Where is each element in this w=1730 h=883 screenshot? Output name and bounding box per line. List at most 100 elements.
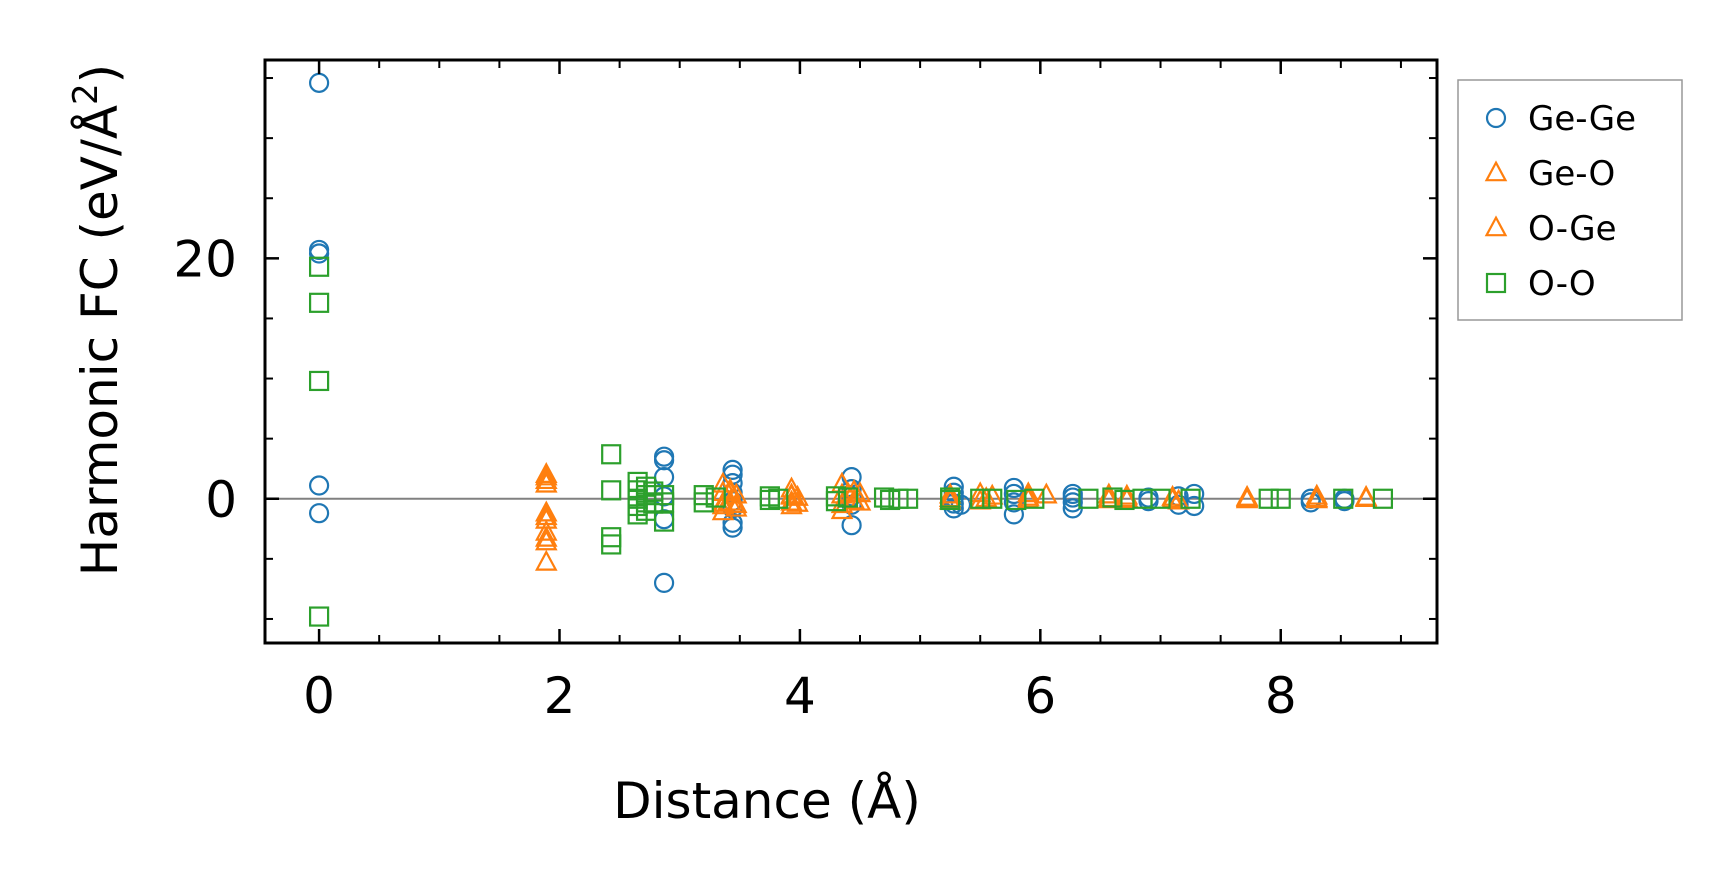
ge-ge-point [308,72,330,93]
o-o-point [653,492,675,513]
o-o-point [1180,488,1201,509]
ge-o-point [1161,484,1184,506]
ge-o-point [534,462,558,484]
ge-ge-point [308,475,330,496]
ge-ge-point [308,503,330,524]
tick-labels: 0 2 4 6 8 0 20 [173,230,1296,725]
ge-o-point [1035,482,1058,504]
o-o-point [982,488,1003,509]
o-o-point [601,527,622,548]
legend-item-ge-ge: Ge-Ge [1485,99,1636,139]
o-o-point [970,488,991,509]
o-ge-point [1161,487,1184,509]
x-tick-label: 2 [544,667,576,725]
x-tick-label: 4 [784,667,816,725]
ge-ge-point [722,459,743,481]
ge-ge-point [653,486,675,507]
o-o-point [1372,488,1394,509]
o-o-point [693,492,714,513]
o-o-point [308,256,330,277]
ge-o-point [1305,483,1329,505]
ge-ge-point [1003,477,1024,499]
legend-marker-o-ge [1484,215,1508,237]
ge-o-point [534,471,558,493]
legend-marker-ge-o [1484,160,1508,182]
legend-label-ge-o: Ge-O [1528,154,1615,194]
y-tick-label: 0 [205,471,237,529]
o-o-point [825,491,847,512]
data-points-layer [308,72,1394,627]
ge-o-point [534,468,558,490]
ge-ge-point [1003,492,1024,513]
ge-o-point [711,493,735,515]
legend: Ge-Ge Ge-O O-Ge O-O [1457,79,1683,321]
o-o-point [308,292,330,313]
o-ge-point [1017,484,1040,506]
o-ge-point [724,492,748,514]
ge-ge-point [950,494,972,515]
o-ge-point [534,525,558,547]
o-o-point [601,534,622,555]
o-o-point [308,606,330,627]
o-o-point [1024,488,1045,509]
o-o-point [643,481,664,502]
ge-o-point [534,519,558,541]
x-tick-label: 0 [303,667,335,725]
legend-label-o-ge: O-Ge [1528,209,1617,249]
legend-box [1457,79,1683,321]
series-o-o [308,256,1394,627]
o-o-point [1258,488,1279,509]
ge-ge-point [1184,495,1205,517]
o-o-point [1078,488,1099,509]
ge-o-point [1017,481,1040,503]
plot-frame [263,58,1439,645]
legend-marker-ge-ge [1485,107,1507,129]
o-o-point [1102,487,1123,508]
ge-o-point [1167,488,1190,510]
legend-marker-o-o [1485,272,1507,294]
ge-ge-point [653,450,675,471]
o-o-point [1270,488,1291,509]
o-ge-point [534,464,558,486]
ge-ge-point [1062,492,1083,513]
o-ge-point [534,549,558,571]
ge-o-point [724,482,748,504]
legend-item-o-o: O-O [1485,264,1596,304]
ge-ge-point [1300,492,1321,513]
o-o-point [601,444,622,465]
legend-item-o-ge: O-Ge [1484,209,1617,249]
o-ge-point [1235,486,1259,508]
ge-ge-point [1184,483,1205,505]
o-o-point [308,370,330,392]
x-axis-label: Distance (Å) [613,772,921,830]
x-tick-label: 8 [1265,667,1297,725]
o-o-point [1333,488,1354,509]
ge-ge-point [308,243,330,264]
o-o-point [897,488,919,509]
o-ge-point [842,478,866,500]
x-tick-label: 6 [1024,667,1056,725]
o-ge-point [974,486,998,508]
ge-ge-point [653,572,675,593]
o-o-point [940,489,961,511]
y-axis-label: Harmonic FC (eV/Å2) [66,64,129,576]
ge-ge-point [1062,487,1083,508]
axis-ticks [265,60,1437,643]
o-ge-point [1305,486,1329,508]
ge-ge-point [1003,504,1024,525]
y-tick-label: 20 [173,230,237,288]
o-ge-point [1354,486,1378,508]
ge-o-point [534,529,558,551]
o-o-point [601,480,622,501]
legend-label-ge-ge: Ge-Ge [1528,99,1636,139]
o-o-point [837,487,859,508]
o-o-point [1150,488,1171,509]
o-o-point [705,487,726,508]
series-ge-ge [308,72,1355,593]
ge-o-point [938,482,962,504]
o-ge-point [534,504,558,526]
o-o-point [873,487,895,508]
ge-ge-point [1138,491,1159,512]
ge-o-point [848,489,872,511]
